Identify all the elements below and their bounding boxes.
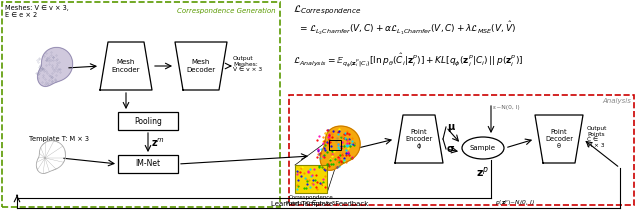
Text: $\mathbf{z}^p$: $\mathbf{z}^p$ <box>476 165 490 179</box>
Text: Template T: M × 3: Template T: M × 3 <box>29 136 89 142</box>
Text: ε~N(0, I): ε~N(0, I) <box>493 105 520 110</box>
Text: Output
Points
Č ∈
M × 3: Output Points Č ∈ M × 3 <box>587 126 607 148</box>
Text: Meshes: V ∈ v × 3,
E ∈ e × 2: Meshes: V ∈ v × 3, E ∈ e × 2 <box>5 5 68 18</box>
Bar <box>329 140 341 150</box>
Text: μ: μ <box>447 122 454 132</box>
Polygon shape <box>320 126 360 170</box>
Bar <box>118 155 178 173</box>
Bar <box>295 165 327 193</box>
Text: σ: σ <box>447 144 454 154</box>
Text: Point
Encoder
ϕ: Point Encoder ϕ <box>405 129 433 149</box>
Text: $= \mathcal{L}_{L_2Chamfer}(V,C) + \alpha\mathcal{L}_{L_1Chamfer}(V,C) + \lambda: $= \mathcal{L}_{L_2Chamfer}(V,C) + \alph… <box>298 20 516 37</box>
Ellipse shape <box>462 137 504 159</box>
Polygon shape <box>175 42 227 90</box>
Polygon shape <box>38 48 72 86</box>
Bar <box>289 95 634 205</box>
Polygon shape <box>395 115 443 163</box>
Text: Correspondence
Points: C ∈ m × 3: Correspondence Points: C ∈ m × 3 <box>287 195 335 206</box>
Text: $\mathbf{z}^m$: $\mathbf{z}^m$ <box>151 136 165 149</box>
Text: $\mathcal{L}_{Analysis} = \mathbb{E}_{q_\phi(\mathbf{z}_i^p|C_i)}[\ln p_\theta(\: $\mathcal{L}_{Analysis} = \mathbb{E}_{q_… <box>293 52 524 70</box>
Text: Learned Template Feedback: Learned Template Feedback <box>271 201 369 207</box>
Polygon shape <box>100 42 152 90</box>
Text: Pooling: Pooling <box>134 117 162 125</box>
Text: Mesh
Decoder: Mesh Decoder <box>186 59 216 72</box>
Text: Point
Decoder
θ: Point Decoder θ <box>545 129 573 149</box>
Text: Mesh
Encoder: Mesh Encoder <box>112 59 140 72</box>
Text: Analysis: Analysis <box>602 98 631 104</box>
Text: Output
Meshes:
Ṽ ∈ v × 3: Output Meshes: Ṽ ∈ v × 3 <box>233 56 262 72</box>
Text: $p(\mathbf{z}^p)$~N(0, I): $p(\mathbf{z}^p)$~N(0, I) <box>495 198 535 208</box>
Text: $\mathcal{L}_{Correspondence}$: $\mathcal{L}_{Correspondence}$ <box>293 4 362 17</box>
Bar <box>2 2 280 207</box>
Text: IM-Net: IM-Net <box>136 159 161 168</box>
Bar <box>118 112 178 130</box>
Text: Sample: Sample <box>470 145 496 151</box>
Text: Correspondence Generation: Correspondence Generation <box>177 8 276 14</box>
Polygon shape <box>535 115 583 163</box>
Polygon shape <box>36 141 66 173</box>
